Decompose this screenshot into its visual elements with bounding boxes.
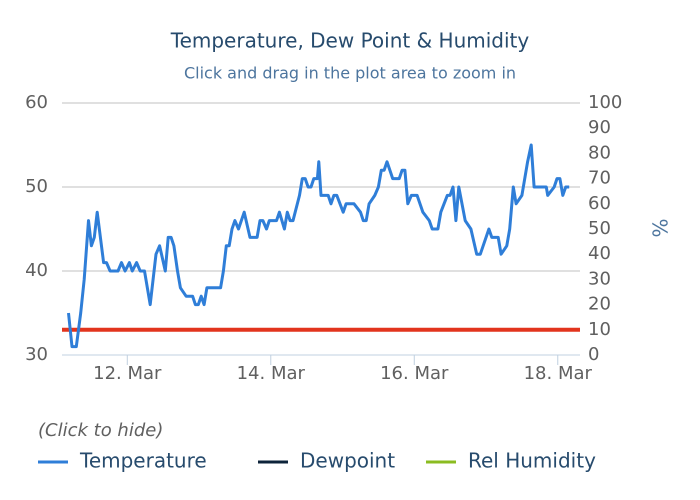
y-tick-label: 50	[25, 176, 48, 197]
temperature-line	[67, 143, 570, 349]
legend-item[interactable]: Dewpoint	[300, 449, 395, 473]
y2-tick-label: 100	[588, 92, 622, 113]
legend-hint: (Click to hide)	[38, 420, 163, 441]
legend-item[interactable]: Rel Humidity	[468, 449, 596, 473]
y2-tick-label: 60	[588, 193, 611, 214]
y2-tick-label: 0	[588, 344, 599, 365]
x-tick-label: 12. Mar	[93, 363, 162, 384]
chart-subtitle: Click and drag in the plot area to zoom …	[184, 64, 516, 83]
y-tick-label: 60	[25, 92, 48, 113]
y2-tick-label: 20	[588, 294, 611, 315]
y2-tick-label: 90	[588, 117, 611, 138]
legend-item[interactable]: Temperature	[79, 449, 207, 473]
y-tick-label: 30	[25, 344, 48, 365]
x-tick-label: 14. Mar	[237, 363, 306, 384]
y2-tick-label: 40	[588, 243, 611, 264]
chart-title: Temperature, Dew Point & Humidity	[170, 29, 530, 53]
y2-axis-label: %	[648, 218, 672, 237]
y2-tick-label: 10	[588, 319, 611, 340]
x-tick-label: 18. Mar	[524, 363, 593, 384]
x-tick-label: 16. Mar	[380, 363, 449, 384]
y2-tick-label: 50	[588, 218, 611, 239]
y2-tick-label: 70	[588, 168, 611, 189]
y2-tick-label: 30	[588, 268, 611, 289]
y2-tick-label: 80	[588, 142, 611, 163]
y-tick-label: 40	[25, 260, 48, 281]
